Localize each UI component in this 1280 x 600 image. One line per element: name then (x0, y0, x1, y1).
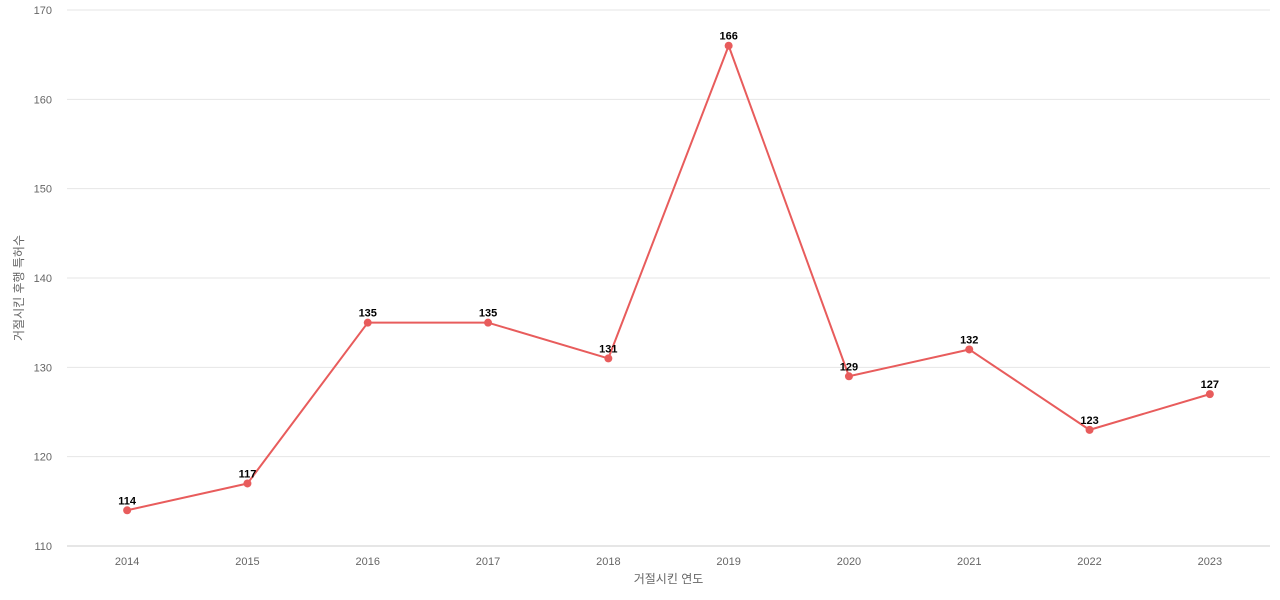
data-label: 123 (1080, 415, 1098, 427)
data-point[interactable] (1085, 425, 1094, 434)
y-tick-label: 150 (34, 184, 52, 196)
data-point[interactable] (965, 345, 974, 354)
x-tick-label: 2019 (716, 556, 740, 568)
x-axis-ticks: 2014 2015 2016 2017 2018 2019 2020 2021 2022 2023 (115, 556, 1222, 568)
y-tick-label: 140 (34, 273, 52, 285)
data-point[interactable] (363, 318, 372, 327)
x-tick-label: 2014 (115, 556, 139, 568)
data-label: 117 (239, 468, 257, 480)
y-tick-label: 120 (34, 452, 52, 464)
x-tick-label: 2018 (596, 556, 620, 568)
data-point[interactable] (123, 506, 132, 515)
x-tick-label: 2021 (957, 556, 981, 568)
data-label: 127 (1201, 379, 1219, 391)
grid-lines (67, 9, 1270, 458)
data-point[interactable] (243, 479, 252, 488)
data-point[interactable] (724, 41, 733, 50)
data-labels: 114 117 135 135 131 166 129 132 123 127 (118, 31, 1219, 508)
x-tick-label: 2023 (1198, 556, 1222, 568)
data-label: 135 (479, 308, 497, 320)
data-label: 166 (719, 31, 737, 43)
y-tick-label: 110 (34, 541, 52, 553)
series-line (126, 44, 1211, 512)
x-tick-label: 2015 (235, 556, 259, 568)
y-tick-label: 130 (34, 362, 52, 374)
y-axis-ticks: 110 120 130 140 150 160 170 (34, 5, 52, 553)
y-tick-label: 170 (34, 5, 52, 17)
data-label: 132 (960, 334, 978, 346)
data-point[interactable] (844, 372, 853, 381)
data-label: 114 (118, 495, 137, 507)
y-tick-label: 160 (34, 94, 52, 106)
series-group (123, 41, 1214, 515)
y-axis-title: 거절시킨 후행 특허수 (11, 235, 26, 341)
x-tick-label: 2022 (1077, 556, 1101, 568)
data-point[interactable] (1205, 390, 1214, 399)
data-label: 131 (599, 343, 617, 355)
data-point[interactable] (484, 318, 493, 327)
x-tick-label: 2016 (356, 556, 380, 568)
data-label: 135 (359, 308, 377, 320)
data-point[interactable] (604, 354, 613, 363)
x-tick-label: 2017 (476, 556, 500, 568)
x-tick-label: 2020 (837, 556, 861, 568)
data-label: 129 (840, 361, 858, 373)
x-axis-title: 거절시킨 연도 (634, 572, 704, 586)
